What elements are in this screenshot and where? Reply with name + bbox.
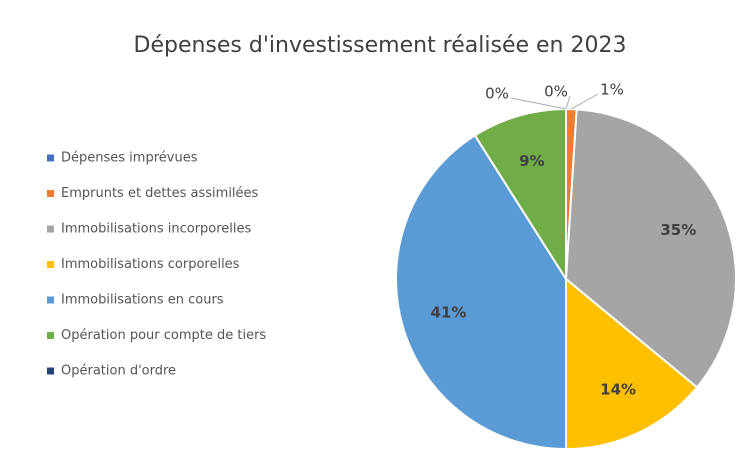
legend-label: Opération pour compte de tiers	[61, 328, 266, 343]
legend-label: Immobilisations corporelles	[61, 257, 240, 272]
legend-swatch	[47, 296, 54, 304]
legend-swatch	[47, 367, 54, 375]
leader-line	[510, 97, 567, 110]
data-label: 0%	[544, 83, 568, 101]
legend-swatch	[47, 332, 54, 339]
leader-line	[565, 95, 571, 110]
legend-label: Emprunts et dettes assimilées	[61, 186, 259, 201]
data-label: 35%	[660, 221, 696, 239]
data-label: 14%	[600, 380, 636, 398]
leader-line	[571, 93, 599, 110]
data-label: 1%	[600, 81, 624, 99]
legend-label: Immobilisations en cours	[61, 293, 224, 308]
legend-label: Opération d'ordre	[61, 364, 176, 379]
pie-slice	[564, 108, 737, 389]
pie-slice	[565, 276, 699, 451]
legend-swatch	[47, 154, 54, 162]
data-label: 9%	[519, 152, 544, 170]
legend-swatch	[47, 190, 54, 197]
data-label: 41%	[431, 304, 467, 322]
legend-swatch	[47, 225, 54, 233]
chart-title: Dépenses d'investissement réalisée en 20…	[134, 33, 627, 58]
legend-label: Immobilisations incorporelles	[61, 222, 252, 237]
legend-swatch	[47, 261, 54, 268]
data-label: 0%	[485, 85, 509, 103]
legend-label: Dépenses imprévues	[61, 151, 198, 166]
